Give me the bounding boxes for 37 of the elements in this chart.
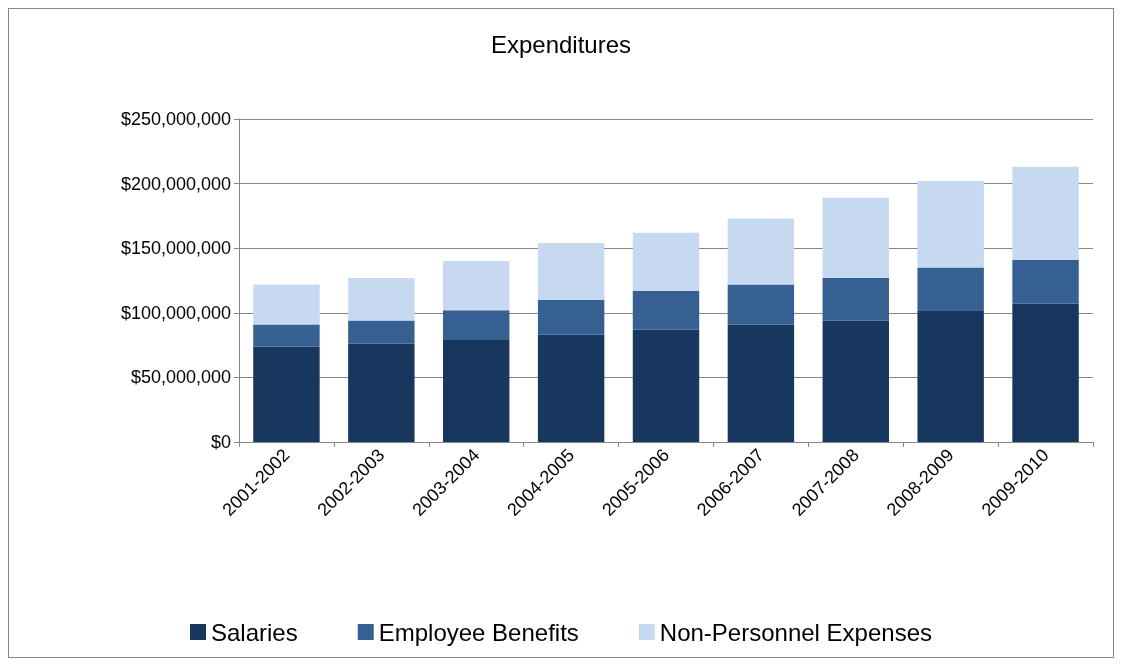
bar: [1012, 166, 1079, 260]
bar: [632, 290, 700, 330]
y-tick-label: $0: [210, 432, 231, 452]
bar: [443, 339, 510, 442]
bar: [1012, 259, 1079, 304]
y-tick-label: $200,000,000: [120, 173, 231, 194]
bar: [917, 181, 984, 268]
bar: [537, 243, 605, 300]
bar: [822, 320, 889, 442]
bar: [443, 310, 510, 340]
y-tick-label: $100,000,000: [120, 302, 231, 323]
bar: [632, 329, 700, 442]
chart-title: Expenditures: [490, 30, 632, 58]
bar: [727, 324, 795, 442]
y-tick-label: $50,000,000: [130, 367, 231, 388]
bar: [537, 334, 605, 442]
bar: [822, 197, 889, 278]
bar: [443, 261, 510, 311]
legend-label: Employee Benefits: [378, 618, 579, 646]
bar: [348, 320, 415, 344]
bar: [1012, 303, 1079, 442]
bar: [917, 310, 984, 442]
y-tick-label: $250,000,000: [120, 109, 231, 129]
legend-label: Salaries: [211, 618, 298, 646]
bar: [917, 267, 984, 311]
bar: [632, 232, 700, 291]
legend-label: Non-Personnel Expenses: [659, 618, 932, 646]
bar: [348, 277, 415, 321]
bar: [348, 343, 415, 442]
bar: [727, 284, 795, 325]
y-tick-label: $150,000,000: [120, 238, 231, 259]
bar: [253, 284, 320, 325]
bar: [253, 324, 320, 347]
bar: [253, 346, 320, 442]
bar: [822, 277, 889, 321]
bar: [537, 299, 605, 335]
bar: [727, 218, 795, 285]
